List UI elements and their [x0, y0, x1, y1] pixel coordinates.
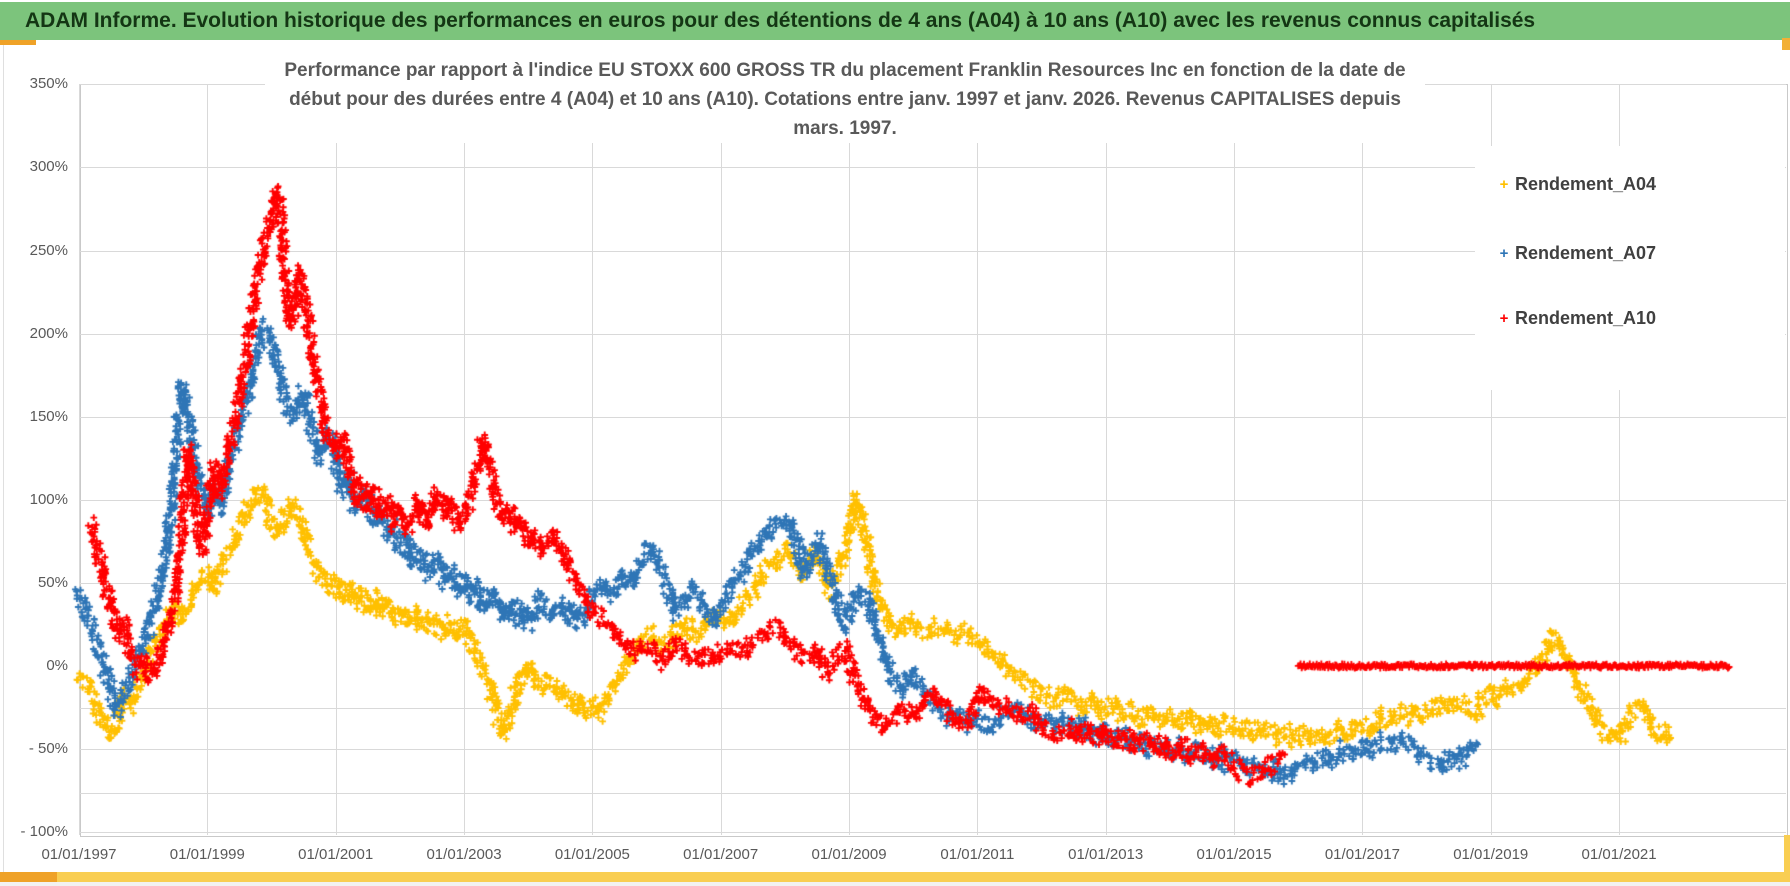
y-axis-label-50: 50% — [37, 573, 68, 591]
legend-item-Rendement_A10[interactable]: + Rendement_A10 — [1493, 308, 1656, 329]
y-axis-label-350: 350% — [29, 75, 68, 93]
legend-label: Rendement_A07 — [1515, 243, 1657, 263]
y-axis-label-100: 100% — [29, 490, 68, 508]
x-axis-label-01-01-2011: 01/01/2011 — [940, 846, 1015, 863]
x-axis-label-01-01-2015: 01/01/2015 — [1196, 846, 1272, 863]
chart-legend: + Rendement_A04 + Rendement_A07 + Rendement_A… — [1475, 146, 1785, 390]
x-axis-label-01-01-2005: 01/01/2005 — [554, 846, 630, 863]
y-axis-label--100: - 100% — [20, 823, 68, 841]
y-axis-label-150: 150% — [29, 407, 68, 425]
x-axis-label-01-01-2001: 01/01/2001 — [298, 846, 374, 863]
y-axis-label-250: 250% — [29, 241, 68, 259]
legend-label: Rendement_A04 — [1515, 174, 1657, 194]
x-axis-label-01-01-2021: 01/01/2021 — [1581, 846, 1657, 863]
x-axis-label-01-01-1999: 01/01/1999 — [169, 846, 245, 863]
bottom-edge — [0, 882, 1790, 886]
gold-accent-right-edge — [1784, 835, 1790, 882]
legend-marker-icon: + — [1499, 245, 1509, 262]
x-axis-label-01-01-2019: 01/01/2019 — [1453, 846, 1529, 863]
x-axis-label-01-01-1997: 01/01/1997 — [41, 846, 117, 863]
y-axis-label-300: 300% — [29, 158, 68, 176]
x-axis-label-01-01-2013: 01/01/2013 — [1068, 846, 1144, 863]
legend-label: Rendement_A10 — [1515, 308, 1657, 328]
gold-bottom-strip-corner — [0, 872, 57, 882]
x-axis-label-01-01-2017: 01/01/2017 — [1324, 846, 1400, 863]
y-axis-label-0: 0% — [46, 657, 68, 674]
legend-marker-icon: + — [1499, 176, 1509, 193]
x-axis-label-01-01-2007: 01/01/2007 — [683, 846, 759, 863]
x-axis-label-01-01-2009: 01/01/2009 — [811, 846, 887, 863]
legend-item-Rendement_A04[interactable]: + Rendement_A04 — [1493, 174, 1656, 195]
y-axis-label-200: 200% — [29, 324, 68, 342]
legend-item-Rendement_A07[interactable]: + Rendement_A07 — [1493, 243, 1656, 264]
x-axis-label-01-01-2003: 01/01/2003 — [426, 846, 502, 863]
legend-marker-icon: + — [1499, 310, 1509, 327]
chart-title: Performance par rapport à l'indice EU ST… — [265, 56, 1425, 143]
y-axis-label--50: - 50% — [28, 740, 68, 758]
gold-bottom-strip — [0, 872, 1790, 882]
